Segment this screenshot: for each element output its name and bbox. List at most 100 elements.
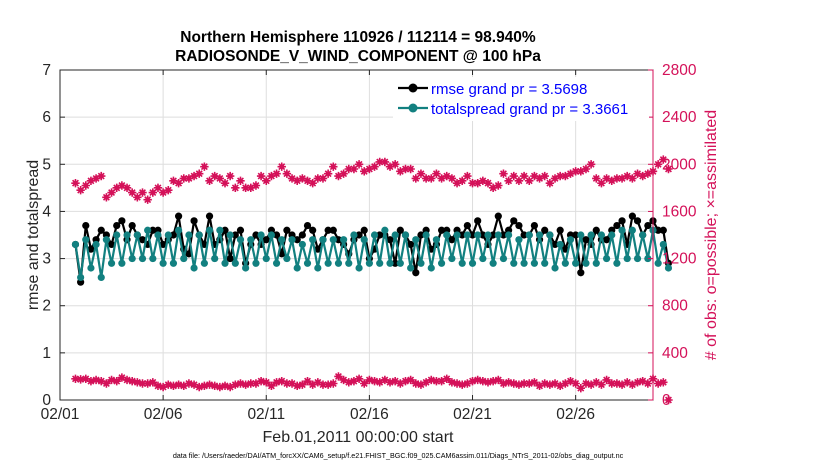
possible-obs-marker: [416, 169, 426, 178]
y-tick-label-left: 3: [42, 251, 51, 268]
totalspread-point: [205, 226, 214, 234]
totalspread-point: [267, 231, 276, 239]
possible-obs-marker: [623, 171, 632, 181]
rmse-point: [309, 226, 317, 234]
possible-obs-marker: [473, 178, 482, 188]
obs-star-center: [212, 173, 218, 179]
rmse-point: [314, 245, 322, 253]
obs-star-center: [119, 183, 125, 188]
possible-obs-marker: [158, 188, 168, 197]
possible-obs-marker: [205, 176, 214, 185]
assimilated-obs-marker: [339, 375, 348, 385]
totalspread-point: [437, 259, 446, 267]
totalspread-point: [236, 236, 245, 244]
possible-obs-marker: [540, 171, 549, 181]
totalspread-point: [443, 231, 451, 239]
obs-star-center: [542, 173, 548, 179]
obs-star-center: [171, 178, 176, 184]
possible-obs-marker: [442, 171, 451, 181]
possible-obs-marker: [360, 167, 369, 176]
totalspread-point: [154, 231, 162, 239]
obs-star-center: [403, 166, 408, 172]
totalspread-point: [505, 231, 513, 239]
possible-obs-marker: [76, 186, 85, 195]
possible-obs-marker: [427, 174, 436, 183]
obs-star-center: [191, 382, 197, 388]
obs-star-center: [263, 379, 269, 385]
rmse-point: [556, 226, 564, 234]
possible-obs-marker: [504, 176, 513, 185]
obs-star-center: [593, 379, 599, 385]
totalspread-point: [283, 254, 291, 263]
assimilated-obs-marker: [117, 373, 127, 382]
obs-star-center: [361, 381, 367, 386]
y-tick-label-right: 400: [662, 345, 688, 362]
possible-obs-marker: [628, 174, 637, 183]
rmse-point: [654, 226, 662, 234]
obs-star-center: [181, 176, 187, 181]
assimilated-obs-marker: [494, 375, 503, 385]
totalspread-point: [97, 273, 105, 282]
totalspread-point: [515, 236, 523, 244]
obs-star-center: [609, 178, 615, 184]
assimilated-obs-marker: [138, 379, 147, 388]
totalspread-point: [417, 259, 425, 267]
assimilated-obs-marker: [262, 378, 271, 387]
obs-star-center: [516, 178, 522, 184]
assimilated-obs-marker: [561, 379, 570, 388]
assimilated-obs-marker: [602, 375, 611, 385]
obs-star-center: [145, 197, 151, 203]
rmse-point: [236, 226, 245, 234]
y-tick-label-left: 4: [42, 203, 51, 220]
obs-star-center: [114, 185, 120, 191]
totalspread-point: [592, 259, 600, 267]
totalspread-point: [602, 254, 611, 263]
assimilated-obs-marker: [179, 381, 188, 391]
totalspread-point: [407, 264, 415, 272]
obs-star-center: [397, 168, 403, 174]
obs-star-center: [320, 176, 326, 181]
possible-obs-marker: [174, 178, 183, 188]
possible-obs-marker: [272, 169, 281, 178]
possible-obs-marker: [525, 176, 534, 185]
totalspread-point: [556, 240, 564, 249]
obs-star-center: [325, 171, 331, 177]
totalspread-point: [226, 231, 234, 239]
totalspread-point: [566, 236, 575, 244]
possible-obs-marker: [411, 174, 420, 183]
obs-star-center: [428, 176, 434, 181]
obs-star-center: [336, 173, 341, 179]
obs-star-center: [284, 381, 290, 386]
assimilated-obs-marker: [406, 375, 415, 385]
totalspread-point: [242, 264, 250, 272]
obs-star-center: [624, 173, 630, 179]
rmse-point: [226, 254, 234, 263]
totalspread-point: [180, 254, 188, 263]
obs-star-center: [392, 161, 398, 167]
assimilated-obs-marker: [148, 378, 158, 387]
obs-star-center: [470, 180, 475, 186]
totalspread-point: [489, 259, 497, 267]
possible-obs-marker: [293, 176, 302, 185]
obs-star-center: [176, 180, 182, 186]
possible-obs-marker: [375, 157, 384, 167]
rmse-point: [252, 231, 260, 239]
assimilated-obs-marker: [375, 378, 384, 387]
possible-obs-marker: [421, 174, 431, 183]
totalspread-point: [664, 264, 673, 272]
obs-star-center: [299, 176, 305, 181]
totalspread-point: [582, 259, 590, 267]
totalspread-point: [303, 259, 312, 267]
obs-star-center: [640, 378, 646, 384]
data-file-footer: data file: /Users/raeder/DAI/ATM_forcXX/…: [173, 451, 624, 460]
totalspread-point: [494, 231, 502, 239]
obs-star-center: [109, 190, 114, 195]
possible-obs-marker: [452, 178, 462, 188]
totalspread-point: [252, 259, 260, 267]
rmse-point: [489, 231, 497, 239]
obs-star-center: [201, 164, 207, 170]
totalspread-point: [587, 231, 595, 239]
totalspread-point: [376, 259, 384, 267]
rmse-point: [510, 217, 518, 225]
obs-star-center: [366, 166, 372, 172]
